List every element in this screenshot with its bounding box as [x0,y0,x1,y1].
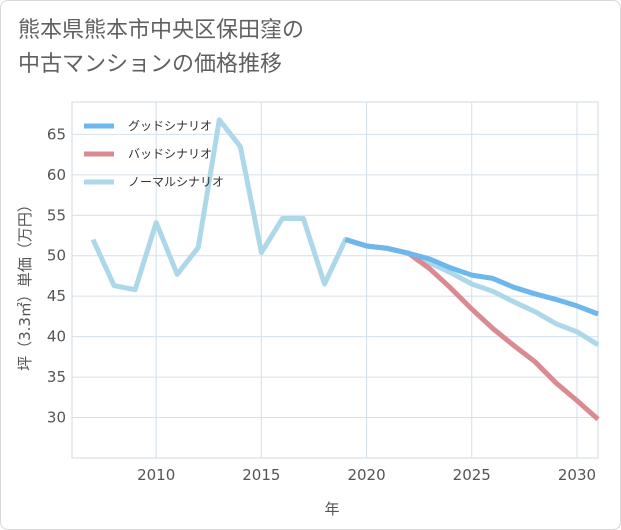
series-line-0 [344,237,599,317]
y-tick-label-60: 60 [47,166,66,184]
y-axis-label: 坪（3.3㎡）単価（万円） [16,197,34,371]
chart-title: 熊本県熊本市中央区保田窪の 中古マンションの価格推移 [18,14,578,82]
x-tick-label-2015: 2015 [242,466,280,484]
series-lines [90,117,600,422]
chart-title-line1: 熊本県熊本市中央区保田窪の [18,18,305,43]
x-tick-label-2030: 2030 [558,466,596,484]
legend-label-1: バッドシナリオ [128,147,212,161]
legend-label-2: ノーマルシナリオ [128,175,224,189]
x-axis-label: 年 [324,500,339,518]
y-tick-label-55: 55 [47,206,66,224]
y-tick-label-45: 45 [47,287,66,305]
x-tick-label-2010: 2010 [137,466,175,484]
y-tick-label-65: 65 [47,125,66,143]
plot-area [71,101,599,459]
y-tick-label-30: 30 [47,409,66,427]
y-tick-label-40: 40 [47,328,66,346]
y-tick-label-35: 35 [47,368,66,386]
x-tick-label-2025: 2025 [453,466,491,484]
chart-title-line2: 中古マンションの価格推移 [18,52,283,77]
y-tick-label-50: 50 [47,247,66,265]
x-tick-label-2020: 2020 [347,466,385,484]
axis-ticks: 2010 2015 2020 2025 2030 30 35 40 45 50 55 60 65 [47,125,596,484]
legend-label-0: グッドシナリオ [128,119,212,133]
grid-lines [72,102,598,458]
